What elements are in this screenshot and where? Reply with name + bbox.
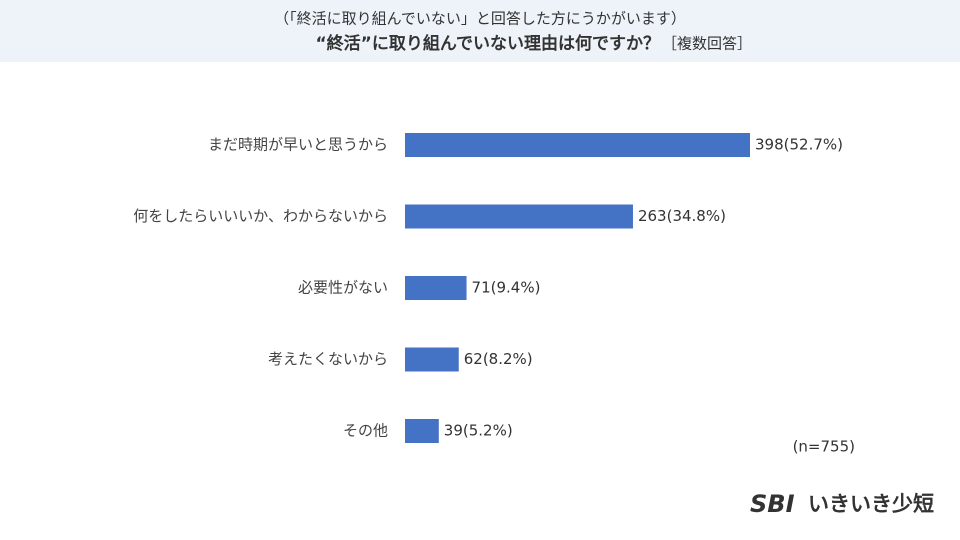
category-label: まだ時期が早いと思うから [208,136,388,154]
bar [405,133,750,157]
value-label: 71(9.4%) [472,279,541,297]
bar [405,419,439,443]
value-label: 39(5.2%) [444,422,513,440]
chart-title: “終活”に取り組んでいない理由は何ですか？ [316,33,661,54]
bar [405,347,459,372]
bar [405,204,633,229]
value-label: 398(52.7%) [755,136,843,154]
category-label: その他 [343,422,388,440]
header-band [0,0,960,62]
chart-subtitle: （「終活に取り組んでいない」と回答した方にうかがいます） [274,10,686,28]
logo-mark: SBI [750,490,795,518]
bar [405,276,467,300]
category-label: 何をしたらいいいか、わからないから [133,207,388,225]
value-label: 62(8.2%) [464,350,533,368]
logo-text: いきいき少短 [808,492,934,516]
category-label: 考えたくないから [268,350,388,368]
sample-size: (n=755) [793,438,855,456]
category-label: 必要性がない [298,279,388,297]
value-label: 263(34.8%) [638,207,726,225]
title-note: ［複数回答］ [662,35,752,53]
